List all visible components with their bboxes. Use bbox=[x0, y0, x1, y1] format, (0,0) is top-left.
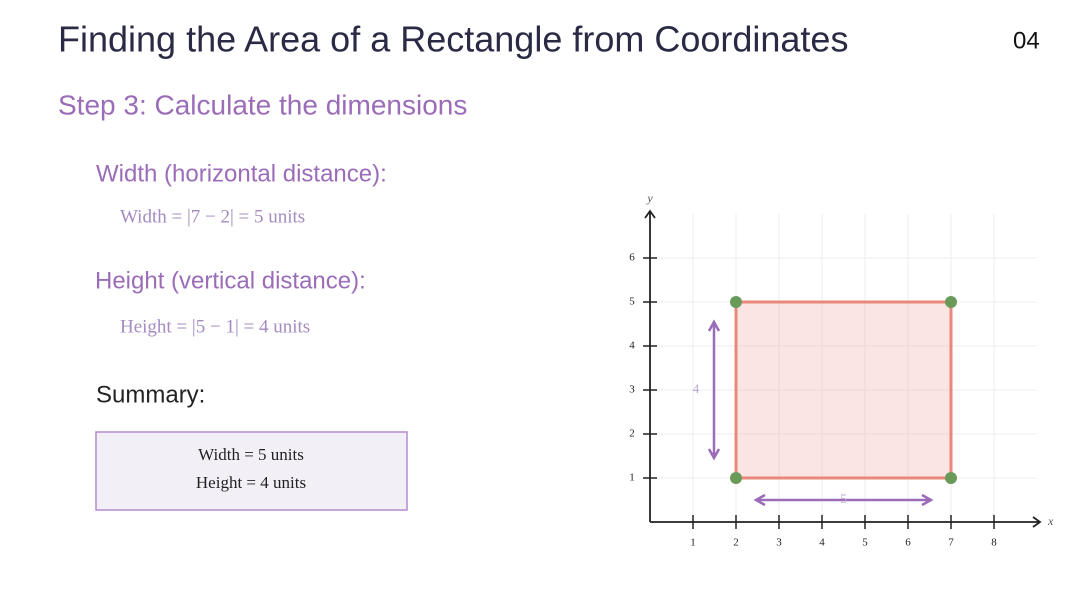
y-tick-label: 2 bbox=[629, 428, 635, 440]
y-tick-label: 4 bbox=[629, 340, 635, 352]
width-arrow bbox=[753, 493, 934, 507]
y-tick-label: 5 bbox=[629, 296, 635, 308]
y-axis-label: y bbox=[646, 191, 653, 205]
step-heading: Step 3: Calculate the dimensions bbox=[58, 89, 467, 120]
x-tick-label: 2 bbox=[733, 537, 739, 549]
title: Finding the Area of a Rectangle from Coo… bbox=[58, 19, 848, 60]
page-number: 04 bbox=[1013, 27, 1040, 54]
x-tick-label: 1 bbox=[690, 537, 696, 549]
width-formula: Width = |7 − 2| = 5 units bbox=[120, 206, 305, 227]
height-label: 4 bbox=[693, 381, 700, 396]
summary-line: Height = 4 units bbox=[196, 473, 306, 492]
x-axis-label: x bbox=[1047, 514, 1054, 528]
height-heading: Height (vertical distance): bbox=[95, 267, 366, 294]
summary-box bbox=[95, 431, 408, 511]
x-tick-label: 6 bbox=[905, 537, 911, 549]
x-tick-label: 5 bbox=[862, 537, 868, 549]
x-tick-label: 4 bbox=[819, 537, 825, 549]
x-tick-label: 3 bbox=[776, 537, 782, 549]
summary-line: Width = 5 units bbox=[198, 445, 304, 464]
height-arrow bbox=[707, 319, 721, 461]
width-heading: Width (horizontal distance): bbox=[96, 160, 387, 187]
height-formula: Height = |5 − 1| = 4 units bbox=[120, 316, 310, 337]
width-label: 5 bbox=[840, 491, 847, 506]
y-axis bbox=[644, 209, 656, 522]
vertex bbox=[730, 296, 742, 308]
summary-heading: Summary: bbox=[96, 381, 205, 408]
y-tick-label: 1 bbox=[629, 472, 635, 484]
rectangle bbox=[734, 300, 953, 480]
x-tick-label: 7 bbox=[948, 537, 954, 549]
y-tick-label: 3 bbox=[629, 384, 635, 396]
x-tick-label: 8 bbox=[991, 537, 997, 549]
vertex bbox=[945, 296, 957, 308]
x-axis bbox=[650, 516, 1042, 528]
y-tick-label: 6 bbox=[629, 252, 635, 264]
vertex bbox=[730, 472, 742, 484]
vertex bbox=[945, 472, 957, 484]
